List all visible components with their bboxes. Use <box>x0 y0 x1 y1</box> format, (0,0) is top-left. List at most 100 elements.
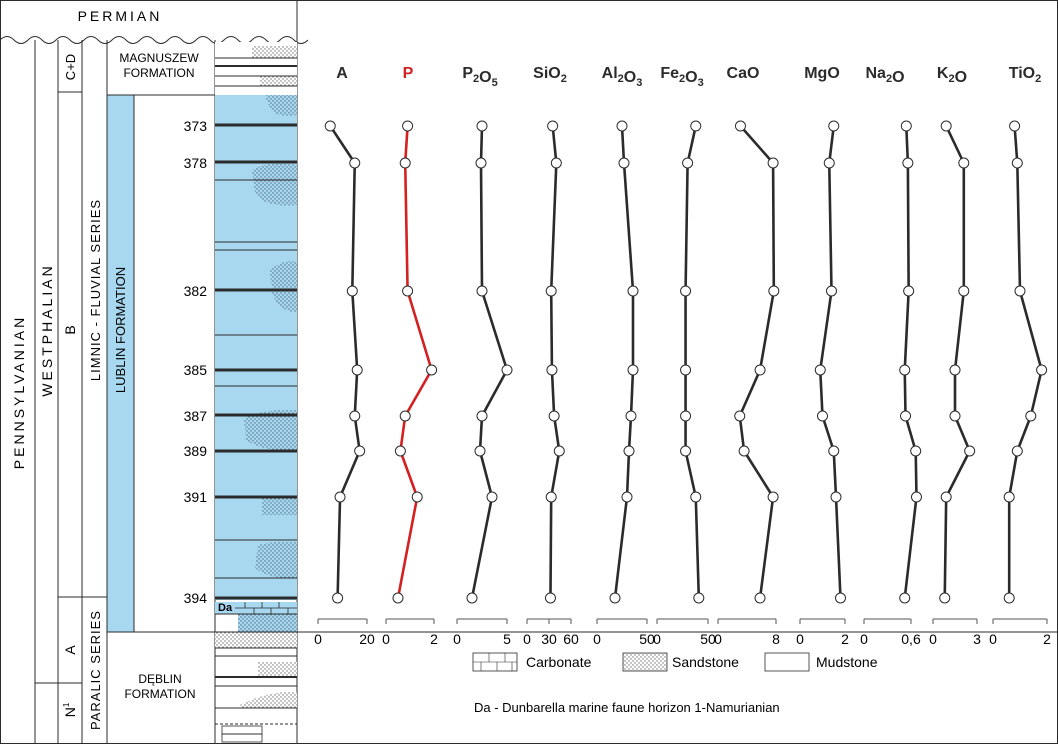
point-mgo-389 <box>828 445 840 457</box>
tick-label-al2o3-50: 50 <box>639 631 655 647</box>
point-fe2o3-389 <box>680 445 692 457</box>
series-line-al2o3 <box>613 125 635 599</box>
point-na2o-373 <box>900 120 912 132</box>
legend-carbonate-label: Carbonate <box>526 654 592 670</box>
tick-label-sio2-60: 60 <box>563 631 579 647</box>
sample-label-391: 391 <box>184 489 208 505</box>
series-line-cao <box>738 125 776 599</box>
point-sio2-385 <box>546 364 558 376</box>
point-cao-387 <box>734 410 746 422</box>
point-k2o-389 <box>964 445 976 457</box>
point-al2o3-387 <box>625 410 637 422</box>
point-sio2-389 <box>553 445 565 457</box>
series-label-p2o5: P2O5 <box>462 65 497 89</box>
point-al2o3-391 <box>621 491 633 503</box>
magnuszew-formation-label: MAGNUSZEW <box>119 51 199 65</box>
sample-label-382: 382 <box>184 283 208 299</box>
sample-label-378: 378 <box>184 155 208 171</box>
series-line-p2o5 <box>470 125 509 599</box>
point-k2o-378 <box>958 157 970 169</box>
point-p-378 <box>399 157 411 169</box>
point-sio2-373 <box>547 120 559 132</box>
point-tio2-378 <box>1011 157 1023 169</box>
tick-label-tio2-0: 0 <box>989 631 997 647</box>
series-line-a <box>329 125 361 599</box>
point-p-385 <box>426 364 438 376</box>
point-sio2-391 <box>545 491 557 503</box>
point-na2o-385 <box>899 364 911 376</box>
point-mgo-387 <box>817 410 828 422</box>
point-p-373 <box>402 120 414 132</box>
point-al2o3-389 <box>623 445 635 457</box>
series-lower-label: PARALIC SERIES <box>88 610 103 730</box>
tick-label-na2o-0: 0 <box>860 631 868 647</box>
point-cao-391 <box>767 491 779 503</box>
point-a-373 <box>324 120 336 132</box>
series-line-mgo <box>818 125 842 599</box>
point-k2o-382 <box>958 285 970 297</box>
axis-al2o3: 0 50 <box>593 618 655 647</box>
series-upper-label: LIMNIC - FLUVIAL SERIES <box>88 199 103 381</box>
point-al2o3-394 <box>609 592 621 604</box>
point-na2o-382 <box>903 285 915 297</box>
point-tio2-373 <box>1009 120 1021 132</box>
point-p-382 <box>402 285 414 297</box>
point-fe2o3-387 <box>680 410 692 422</box>
point-k2o-391 <box>940 491 952 503</box>
mudstone-swatch <box>764 652 810 672</box>
series-label-a: A <box>336 65 348 82</box>
point-tio2-394 <box>1003 592 1015 604</box>
sample-label-373: 373 <box>184 118 208 134</box>
point-al2o3-385 <box>627 364 639 376</box>
point-mgo-378 <box>823 157 835 169</box>
system-label: PENNSYLVANIAN <box>11 315 27 469</box>
point-p2o5-389 <box>474 445 486 457</box>
sample-label-385: 385 <box>184 362 208 378</box>
point-fe2o3-378 <box>682 157 694 169</box>
point-tio2-389 <box>1011 445 1023 457</box>
tick-label-a-0: 0 <box>314 631 322 647</box>
point-p2o5-373 <box>476 120 488 132</box>
point-cao-373 <box>734 120 746 132</box>
series-label-p: P <box>403 65 414 82</box>
sample-label-389: 389 <box>184 443 208 459</box>
point-cao-394 <box>754 592 766 604</box>
point-fe2o3-394 <box>693 592 705 604</box>
tick-label-cao-0: 0 <box>714 631 722 647</box>
tick-label-p-2: 2 <box>430 631 438 647</box>
point-mgo-373 <box>828 120 840 132</box>
point-mgo-382 <box>826 285 837 297</box>
point-sio2-387 <box>548 410 560 422</box>
stage-label: WESTPHALIAN <box>39 263 55 396</box>
legend-note: Da - Dunbarella marine faune horizon 1-N… <box>474 700 780 715</box>
point-a-378 <box>349 157 361 169</box>
axis-fe2o3: 0 50 <box>653 618 716 647</box>
series-line-p <box>396 125 433 599</box>
tick-label-sio2-30: 30 <box>541 631 557 647</box>
point-a-389 <box>354 445 366 457</box>
tick-label-fe2o3-0: 0 <box>653 631 661 647</box>
tick-label-mgo-2: 2 <box>841 631 849 647</box>
point-na2o-394 <box>899 592 911 604</box>
point-na2o-389 <box>910 445 922 457</box>
point-na2o-391 <box>910 491 922 503</box>
point-p2o5-387 <box>476 410 488 422</box>
series-label-na2o: Na2O <box>865 65 904 86</box>
point-al2o3-382 <box>627 285 639 297</box>
legend-mudstone: Mudstone <box>764 652 878 672</box>
point-fe2o3-382 <box>680 285 692 297</box>
point-na2o-378 <box>902 157 914 169</box>
axis-sio2: 0 30 60 <box>523 618 579 647</box>
legend: Carbonate Sandstone Mudstone Da - Dunbar… <box>472 652 878 715</box>
point-a-394 <box>332 592 344 604</box>
sample-depth-labels: 373 378 382 385 387 389 391 394 <box>184 118 208 606</box>
sandstone-swatch <box>622 652 668 672</box>
series-line-tio2 <box>1007 125 1043 598</box>
point-tio2-382 <box>1014 285 1026 297</box>
point-na2o-387 <box>900 410 912 422</box>
substage-a-label: A <box>62 645 78 655</box>
da-marker-label: Da <box>218 602 233 614</box>
